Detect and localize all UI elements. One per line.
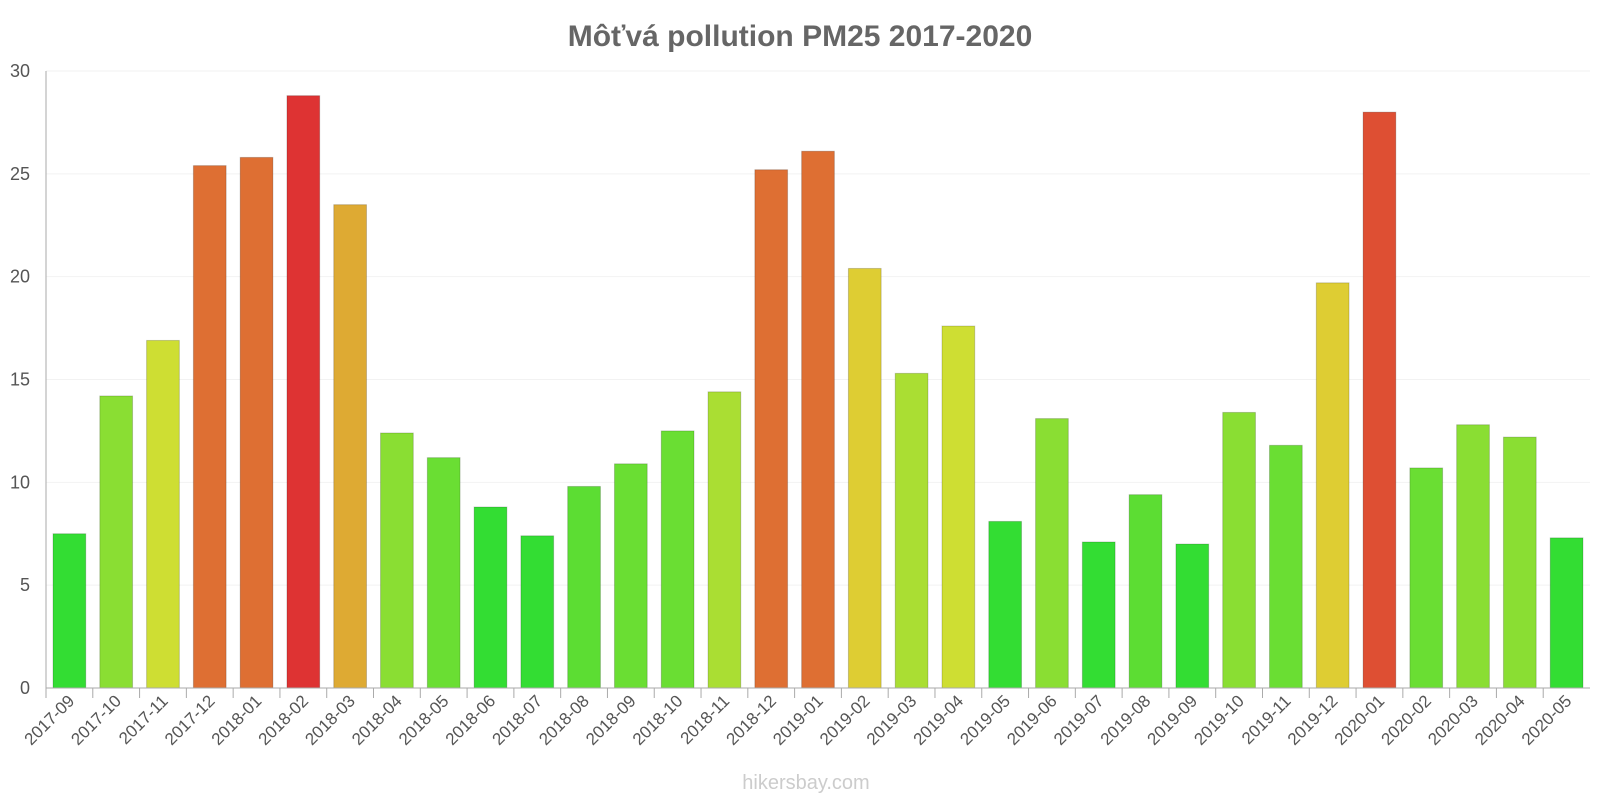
y-axis-ticks: 0 5 10 15 20 25 30 [10, 61, 30, 698]
y-tick-label: 25 [10, 164, 30, 184]
bar [660, 430, 695, 689]
bar [1035, 418, 1069, 689]
y-tick-label: 30 [10, 61, 30, 81]
bar [1549, 537, 1584, 689]
bar [1362, 111, 1397, 689]
x-tick-label: 2020-04 [1471, 691, 1529, 749]
bar [333, 204, 367, 689]
bar [1502, 436, 1537, 689]
x-tick-label: 2018-07 [489, 691, 547, 749]
x-tick-label: 2018-10 [629, 691, 687, 749]
x-tick-label: 2018-08 [535, 691, 593, 749]
bar [894, 372, 929, 689]
x-tick-label: 2020-01 [1331, 691, 1389, 749]
x-tick-label: 2019-06 [1003, 691, 1061, 749]
bar [473, 506, 508, 689]
bar [99, 395, 134, 689]
x-tick-label: 2018-05 [395, 691, 453, 749]
x-tick-label: 2019-07 [1050, 691, 1108, 749]
bar [192, 165, 227, 689]
x-tick-label: 2019-09 [1144, 691, 1202, 749]
x-tick-label: 2017-10 [67, 691, 125, 749]
x-tick-label: 2019-03 [863, 691, 921, 749]
bar [1269, 444, 1303, 689]
x-tick-label: 2019-12 [1284, 691, 1342, 749]
x-tick-label: 2018-11 [677, 691, 734, 748]
x-tick-label: 2019-02 [816, 691, 874, 749]
x-tick-label: 2020-03 [1424, 691, 1482, 749]
bar [52, 533, 87, 689]
axes [45, 71, 1590, 698]
bar [1081, 541, 1116, 689]
x-tick-label: 2018-06 [442, 691, 500, 749]
x-tick-label: 2017-12 [161, 691, 219, 749]
x-tick-label: 2020-05 [1518, 691, 1576, 749]
x-tick-label: 2018-09 [582, 691, 640, 749]
x-tick-label: 2020-02 [1378, 691, 1436, 749]
bar [380, 432, 414, 689]
x-tick-label: 2019-05 [956, 691, 1014, 749]
x-tick-label: 2019-11 [1238, 691, 1295, 748]
bar [520, 535, 555, 689]
bar [286, 95, 321, 689]
bar [988, 520, 1023, 689]
bar [707, 391, 742, 689]
bar [426, 457, 461, 689]
bar [847, 267, 882, 689]
x-tick-label: 2018-01 [208, 691, 266, 749]
bar [146, 339, 180, 689]
bar [1456, 424, 1490, 689]
x-tick-label: 2019-08 [1097, 691, 1155, 749]
x-tick-label: 2017-11 [115, 691, 172, 748]
x-tick-label: 2018-12 [722, 691, 780, 749]
bar [1222, 411, 1256, 689]
bar [567, 485, 601, 689]
x-tick-label: 2017-09 [21, 691, 79, 749]
x-tick-label: 2019-04 [910, 691, 968, 749]
bar [613, 463, 648, 689]
bar [941, 325, 976, 689]
bar [754, 169, 789, 689]
x-tick-label: 2018-04 [348, 691, 406, 749]
bar [1409, 467, 1444, 689]
x-tick-label: 2018-02 [255, 691, 313, 749]
x-tick-label: 2019-01 [769, 691, 827, 749]
y-tick-label: 10 [10, 472, 30, 492]
chart-title: Môťvá pollution PM25 2017-2020 [568, 20, 1033, 53]
x-axis-ticks: 2017-092017-102017-112017-122018-012018-… [21, 691, 1576, 749]
bar [1175, 543, 1210, 689]
x-tick-label: 2018-03 [301, 691, 359, 749]
bar [239, 156, 274, 689]
bar [1128, 494, 1163, 689]
bar [801, 150, 835, 689]
y-tick-label: 15 [10, 370, 30, 390]
bars [52, 95, 1584, 689]
watermark-text: hikersbay.com [742, 772, 869, 794]
y-tick-label: 20 [10, 267, 30, 287]
x-tick-label: 2019-10 [1190, 691, 1248, 749]
y-tick-label: 5 [20, 575, 30, 595]
y-tick-label: 0 [20, 678, 30, 698]
bar [1315, 282, 1350, 689]
